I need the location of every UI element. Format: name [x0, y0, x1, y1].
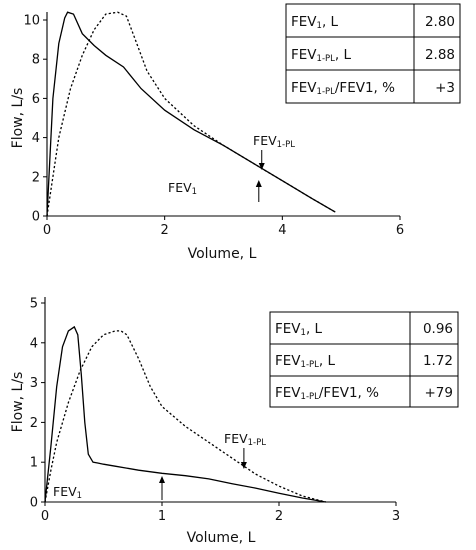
- chart-bottom-fev1pl-arrowhead: [240, 462, 247, 469]
- chart-top-xtick-label: 4: [278, 223, 286, 238]
- chart-top-series: [46, 11, 336, 217]
- chart-bottom-ytick-label: 4: [30, 336, 38, 351]
- chart-top-ticks: 0 2 4 6 0 2 4 6 8 10: [23, 14, 404, 239]
- chart-bottom-ytick-label: 3: [30, 376, 38, 391]
- chart-top-table-row1-value: 2.80: [425, 14, 455, 30]
- chart-top-table-row3-value: +3: [435, 80, 455, 96]
- chart-top-fev1-arrowhead: [255, 180, 262, 187]
- chart-bottom-xtick-label: 0: [41, 509, 49, 524]
- chart-bottom-series-solid: [44, 325, 326, 503]
- chart-bottom-fev1-arrowhead: [159, 476, 165, 483]
- chart-top-fev1-label: FEV1: [168, 180, 197, 197]
- chart-top: Flow, L/s Volume, L 0 2 4 6 0 2 4 6 8 10 FEV1 FEV…: [10, 3, 461, 262]
- chart-top-ytick-label: 4: [32, 131, 40, 146]
- chart-bottom-table: FEV1, L 0.96 FEV1-PL, L 1.72 FEV1-PL/FEV…: [269, 311, 459, 408]
- chart-top-ytick-label: 8: [32, 53, 40, 68]
- chart-bottom-fev1pl-label: FEV1-PL: [224, 431, 266, 448]
- chart-bottom-xtick-label: 3: [392, 509, 400, 524]
- chart-top-xtick-label: 6: [396, 223, 404, 238]
- chart-bottom-fev1-label: FEV1: [53, 484, 82, 501]
- chart-bottom-xtick-label: 1: [158, 509, 166, 524]
- chart-bottom-table-row3-value: +79: [425, 385, 454, 401]
- chart-bottom-ytick-label: 5: [30, 297, 38, 312]
- chart-bottom-ylabel: Flow, L/s: [10, 372, 26, 433]
- chart-top-table-row3-label: FEV1-PL/FEV1, %: [291, 80, 395, 97]
- chart-bottom-table-row1-label: FEV1, L: [275, 321, 323, 338]
- chart-bottom-table-row1-value: 0.96: [423, 321, 453, 337]
- chart-bottom-ticks: 0 1 2 3 0 1 2 3 4 5: [30, 297, 400, 525]
- chart-top-xlabel: Volume, L: [188, 246, 257, 262]
- chart-top-table-frame: [285, 3, 461, 104]
- chart-top-ytick-label: 10: [23, 14, 40, 29]
- chart-top-table: FEV1, L 2.80 FEV1-PL, L 2.88 FEV1-PL/FEV…: [285, 3, 461, 104]
- chart-top-ytick-label: 6: [32, 92, 40, 107]
- chart-bottom-table-row2-value: 1.72: [423, 353, 453, 369]
- chart-top-ytick-label: 0: [32, 210, 40, 225]
- chart-bottom-ytick-label: 2: [30, 416, 38, 431]
- chart-bottom-table-frame: [269, 311, 459, 408]
- chart-bottom-series: [44, 325, 326, 503]
- chart-top-fev1pl-label: FEV1-PL: [253, 133, 295, 150]
- chart-bottom-table-row3-label: FEV1-PL/FEV1, %: [275, 385, 379, 402]
- chart-bottom-markers: [159, 448, 247, 500]
- chart-top-ytick-label: 2: [32, 170, 40, 185]
- chart-bottom: Flow, L/s Volume, L 0 1 2 3 0 1 2 3 4 5 FEV1 FEV1…: [10, 297, 459, 546]
- chart-bottom-ytick-label: 0: [30, 496, 38, 511]
- chart-top-table-row1-label: FEV1, L: [291, 14, 339, 31]
- chart-top-table-row2-value: 2.88: [425, 47, 455, 63]
- chart-top-table-row2-label: FEV1-PL, L: [291, 47, 351, 64]
- chart-top-ylabel: Flow, L/s: [10, 88, 26, 149]
- chart-top-fev1pl-arrowhead: [258, 163, 265, 170]
- chart-top-markers: [255, 150, 265, 202]
- chart-top-xtick-label: 2: [161, 223, 169, 238]
- chart-bottom-ytick-label: 1: [30, 456, 38, 471]
- chart-bottom-xtick-label: 2: [275, 509, 283, 524]
- chart-bottom-xlabel: Volume, L: [187, 530, 256, 546]
- chart-top-xtick-label: 0: [43, 223, 51, 238]
- chart-bottom-table-row2-label: FEV1-PL, L: [275, 353, 335, 370]
